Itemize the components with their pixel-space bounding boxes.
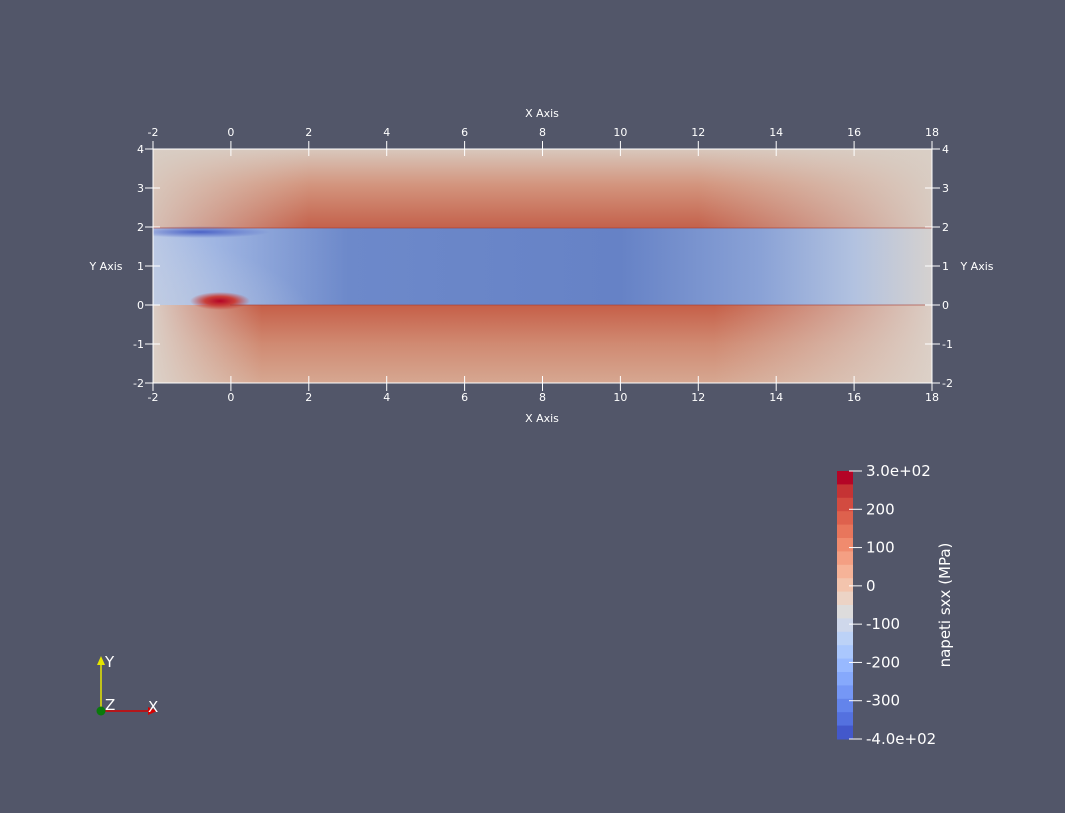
y-axis-title-right: Y Axis bbox=[959, 260, 993, 273]
x-tick-label-top: 4 bbox=[383, 126, 390, 139]
x-tick-label-bottom: -2 bbox=[148, 391, 159, 404]
x-tick-label-top: 10 bbox=[613, 126, 627, 139]
colorbar-tick-label: -300 bbox=[866, 692, 900, 710]
colorbar-legend: 3.0e+02 200 100 0 -100 -200 -300 -4.0e+02 napet… bbox=[837, 462, 954, 748]
colorbar-tick-label: 200 bbox=[866, 500, 895, 518]
colorbar-swatch bbox=[837, 511, 853, 526]
x-tick-label-top: 8 bbox=[539, 126, 546, 139]
x-tick-label-top: -2 bbox=[148, 126, 159, 139]
colorbar-swatch bbox=[837, 497, 853, 512]
y-tick-label-right: 4 bbox=[942, 143, 949, 156]
colorbar-tick-label: 100 bbox=[866, 539, 895, 557]
colorbar-swatch bbox=[837, 658, 853, 673]
colorbar-tick-label: 0 bbox=[866, 577, 876, 595]
x-tick-label-bottom: 10 bbox=[613, 391, 627, 404]
upper-fade bbox=[153, 149, 932, 228]
colorbar-swatch bbox=[837, 591, 853, 606]
colorbar-swatch bbox=[837, 538, 853, 552]
colorbar-swatches bbox=[837, 471, 853, 740]
orientation-y-label: Y bbox=[104, 653, 115, 671]
colorbar-swatch bbox=[837, 564, 853, 579]
y-tick-label-left: 1 bbox=[137, 260, 144, 273]
y-tick-label-right: -2 bbox=[942, 377, 953, 390]
colorbar-swatch bbox=[837, 685, 853, 700]
colorbar-swatch bbox=[837, 484, 853, 499]
orientation-axes-widget[interactable]: Y Z X bbox=[96, 653, 159, 716]
colorbar-swatch bbox=[837, 672, 853, 686]
colorbar-swatch bbox=[837, 645, 853, 660]
colorbar-tick-label: -4.0e+02 bbox=[866, 730, 936, 748]
x-tick-label-bottom: 16 bbox=[847, 391, 861, 404]
y-tick-label-left: 3 bbox=[137, 182, 144, 195]
colorbar-tick-label: -200 bbox=[866, 653, 900, 671]
y-tick-label-left: -1 bbox=[133, 338, 144, 351]
y-tick-label-left: -2 bbox=[133, 377, 144, 390]
y-tick-label-left: 4 bbox=[137, 143, 144, 156]
y-tick-label-right: -1 bbox=[942, 338, 953, 351]
colorbar-swatch bbox=[837, 605, 853, 619]
x-tick-label-bottom: 12 bbox=[691, 391, 705, 404]
colorbar-swatch bbox=[837, 578, 853, 593]
x-tick-label-top: 12 bbox=[691, 126, 705, 139]
x-tick-label-top: 14 bbox=[769, 126, 783, 139]
colorbar-swatch bbox=[837, 618, 853, 633]
colorbar-ticks: 3.0e+02 200 100 0 -100 -200 -300 -4.0e+02 bbox=[849, 462, 936, 748]
x-tick-label-top: 6 bbox=[461, 126, 468, 139]
y-axis-title-left: Y Axis bbox=[88, 260, 122, 273]
y-tick-label-right: 2 bbox=[942, 221, 949, 234]
x-tick-label-bottom: 0 bbox=[227, 391, 234, 404]
orientation-x-label: X bbox=[148, 698, 158, 716]
colorbar-swatch bbox=[837, 631, 853, 646]
x-tick-label-top: 2 bbox=[305, 126, 312, 139]
stress-concentration bbox=[190, 292, 250, 310]
x-tick-label-bottom: 2 bbox=[305, 391, 312, 404]
x-tick-label-bottom: 4 bbox=[383, 391, 390, 404]
y-tick-label-left: 2 bbox=[137, 221, 144, 234]
lower-fade bbox=[153, 305, 932, 383]
x-tick-label-bottom: 8 bbox=[539, 391, 546, 404]
y-arrow-head bbox=[97, 656, 105, 665]
colorbar-swatch bbox=[837, 698, 853, 713]
y-tick-label-left: 0 bbox=[137, 299, 144, 312]
y-tick-label-right: 3 bbox=[942, 182, 949, 195]
colorbar-title: napeti sxx (MPa) bbox=[936, 543, 954, 668]
x-tick-label-top: 16 bbox=[847, 126, 861, 139]
x-arrow-head bbox=[148, 707, 157, 715]
y-tick-label-right: 1 bbox=[942, 260, 949, 273]
colorbar-swatch bbox=[837, 471, 853, 485]
colorbar-tick-label: -100 bbox=[866, 615, 900, 633]
x-tick-label-bottom: 6 bbox=[461, 391, 468, 404]
orientation-z-label: Z bbox=[105, 696, 115, 714]
colorbar-tick-label: 3.0e+02 bbox=[866, 462, 931, 480]
x-tick-label-top: 0 bbox=[227, 126, 234, 139]
colorbar-swatch bbox=[837, 551, 853, 566]
cold-edge bbox=[153, 226, 270, 238]
colorbar-swatch bbox=[837, 524, 853, 539]
x-axis-title-bottom: X Axis bbox=[525, 412, 559, 425]
contour-plot[interactable] bbox=[0, 149, 932, 383]
x-tick-label-top: 18 bbox=[925, 126, 939, 139]
z-axis-dot bbox=[96, 706, 106, 716]
x-tick-label-bottom: 14 bbox=[769, 391, 783, 404]
x-tick-label-bottom: 18 bbox=[925, 391, 939, 404]
x-axis-title-top: X Axis bbox=[525, 107, 559, 120]
y-tick-label-right: 0 bbox=[942, 299, 949, 312]
colorbar-swatch bbox=[837, 712, 853, 727]
colorbar-swatch bbox=[837, 725, 853, 740]
